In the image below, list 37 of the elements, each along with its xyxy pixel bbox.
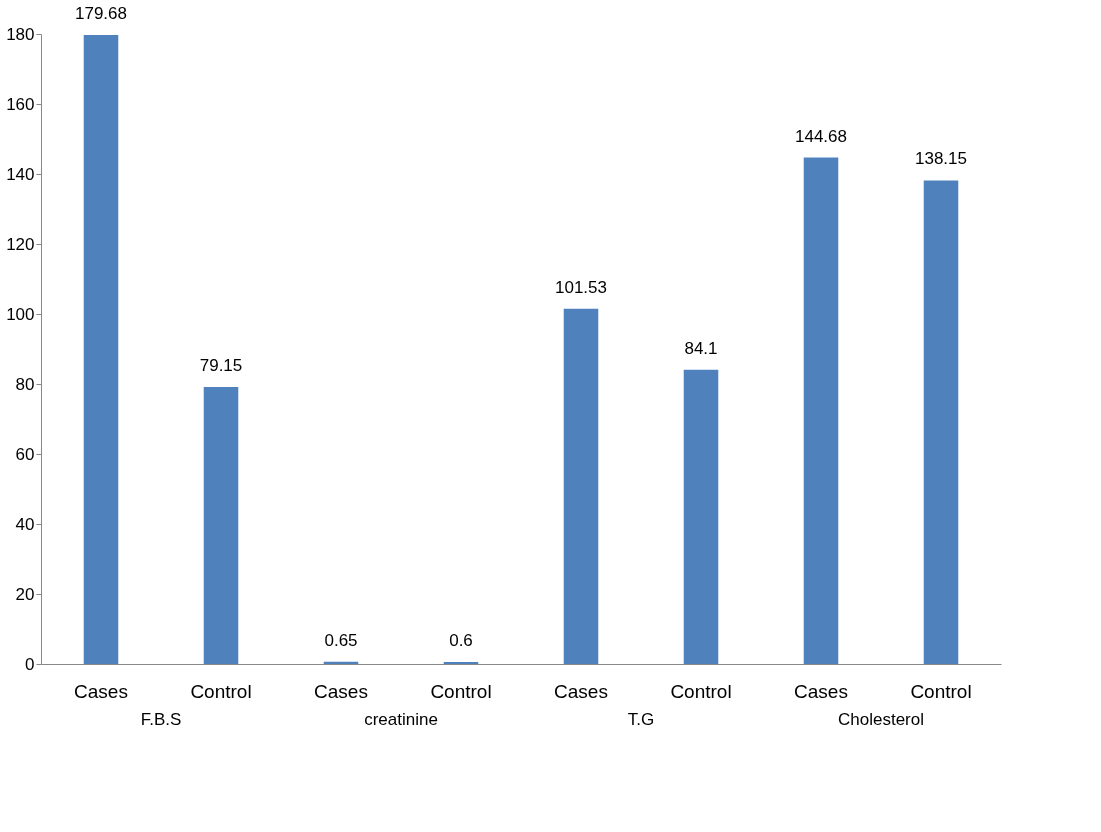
text: Cholesterol (838, 710, 924, 729)
x-tick-label: Control (430, 680, 492, 702)
data-label: 79.15 (199, 355, 243, 375)
x-tick-label: Cases (74, 680, 128, 702)
data-label: 138.15 (915, 149, 967, 169)
x-tick-label: Control (190, 680, 252, 702)
bar (203, 386, 239, 664)
bar (683, 369, 719, 664)
bar (83, 35, 119, 664)
text: T.G (627, 710, 655, 729)
x-tick-label: Control (670, 680, 732, 702)
y-tick-label: 160 (6, 94, 35, 114)
data-label: 144.68 (795, 126, 847, 146)
text: F.B.S (140, 710, 182, 729)
y-tick-label: 140 (6, 164, 35, 184)
data-label: 101.53 (555, 277, 607, 297)
x-tick-label: Control (910, 680, 972, 702)
text: creatinine (364, 710, 438, 729)
data-label: 0.65 (324, 630, 358, 650)
data-label: 84.1 (684, 338, 718, 358)
y-tick-label: 40 (15, 514, 35, 534)
y-tick-label: 180 (6, 24, 35, 44)
bar (923, 180, 959, 664)
y-tick-label: 20 (15, 584, 35, 604)
y-tick-label: 100 (6, 304, 35, 324)
bar (443, 661, 479, 664)
y-tick-label: 120 (6, 234, 35, 254)
y-tick-label: 80 (15, 374, 35, 394)
y-tick-label: 0 (25, 654, 35, 674)
y-tick-label: 60 (15, 444, 35, 464)
bar (803, 157, 839, 664)
x-tick-label: Cases (554, 680, 608, 702)
data-label: 0.6 (449, 630, 473, 650)
x-tick-label: Cases (794, 680, 848, 702)
data-label: 179.68 (75, 4, 127, 24)
bar (563, 308, 599, 664)
x-tick-label: Cases (314, 680, 368, 702)
